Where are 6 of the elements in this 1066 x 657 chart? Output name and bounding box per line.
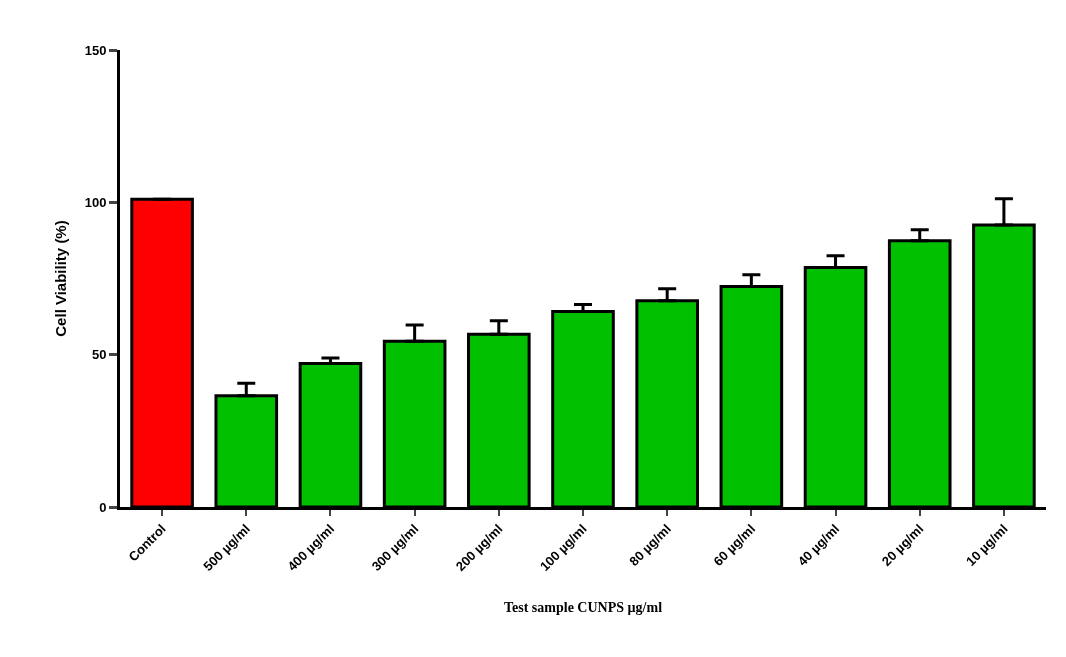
y-tick-label: 150 xyxy=(84,42,107,58)
y-axis-title: Cell Viability (%) xyxy=(51,220,69,337)
y-tick-label: 50 xyxy=(91,347,107,363)
y-tick-label: 0 xyxy=(99,499,107,515)
y-tick-label: 100 xyxy=(84,194,107,210)
x-axis-title: Test sample CUNPS µg/ml xyxy=(503,600,663,616)
